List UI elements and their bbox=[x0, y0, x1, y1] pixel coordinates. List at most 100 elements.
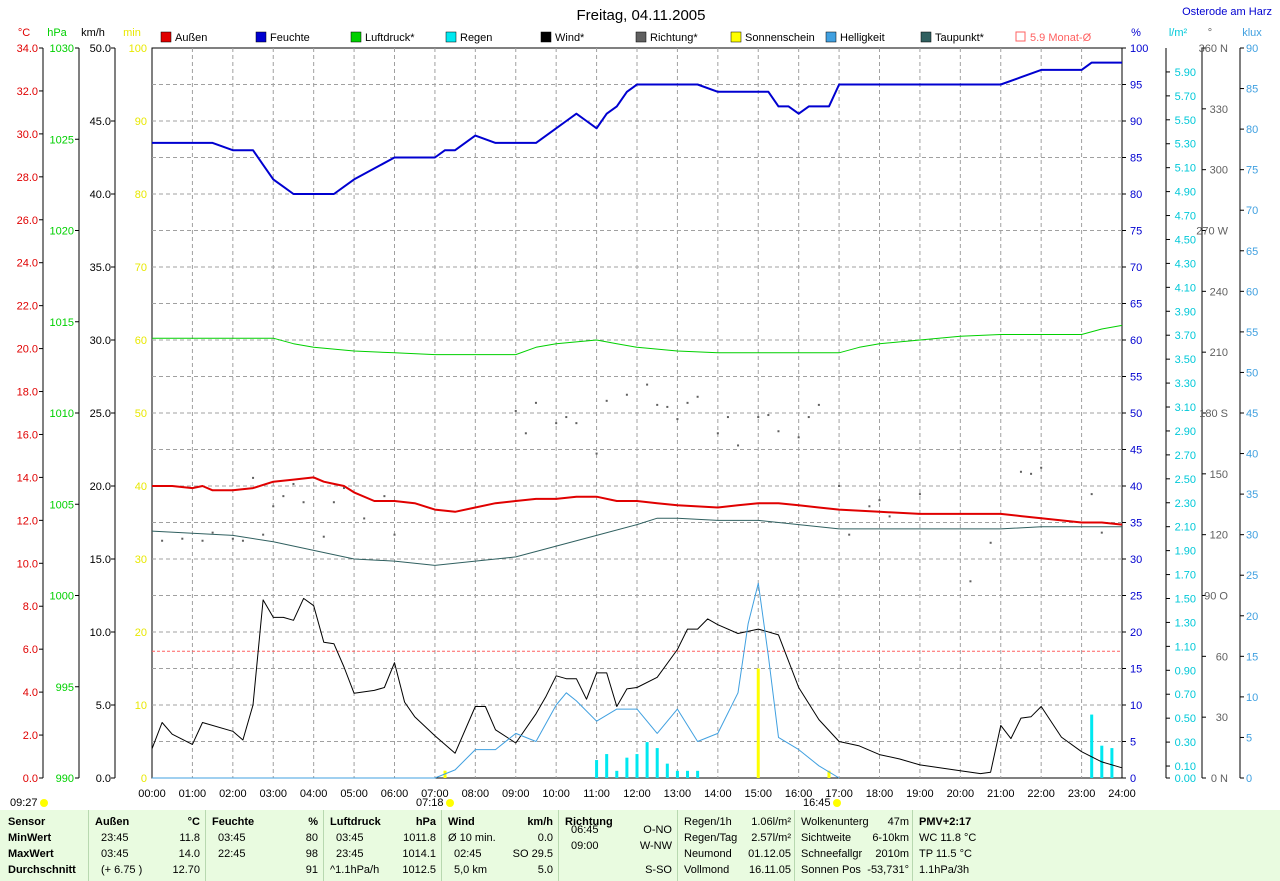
stats-visibility: 6-10km bbox=[872, 832, 909, 844]
stats-temp-avg: 12.70 bbox=[172, 864, 200, 876]
direction-point bbox=[969, 580, 972, 583]
stats-hum-max-time: 22:45 bbox=[218, 848, 246, 860]
legend-label: Außen bbox=[175, 32, 207, 44]
series-line-feuchte bbox=[152, 61, 1122, 195]
direction-axis-tick-label: 210 bbox=[1210, 347, 1228, 359]
temp-axis-tick-label: 0.0 bbox=[23, 773, 38, 785]
direction-point bbox=[363, 517, 366, 520]
direction-point bbox=[292, 482, 295, 485]
x-tick-label: 02:00 bbox=[219, 788, 247, 800]
rain-axis-tick-label: 5.90 bbox=[1175, 67, 1196, 79]
sun-axis-tick-label: 100 bbox=[129, 43, 147, 55]
stats-col-temp: Außen °C 23:45 11.8 03:45 14.0 (+ 6.75 ) 12.… bbox=[88, 810, 206, 881]
stats-press-min-time: 03:45 bbox=[336, 832, 364, 844]
rain-axis-tick-label: 5.50 bbox=[1175, 115, 1196, 127]
x-tick-label: 05:00 bbox=[340, 788, 368, 800]
stats-dir-min: O-NO bbox=[643, 824, 672, 836]
direction-point bbox=[838, 485, 841, 487]
humidity-axis-tick-label: 80 bbox=[1130, 189, 1142, 201]
stats-hum-max: 98 bbox=[305, 848, 318, 860]
temp-axis-tick-label: 24.0 bbox=[17, 258, 38, 270]
brightness-axis-tick-label: 75 bbox=[1246, 165, 1258, 177]
direction-point bbox=[676, 418, 679, 421]
rain-axis-tick-label: 3.30 bbox=[1175, 378, 1196, 390]
rain-axis-tick-label: 2.10 bbox=[1175, 522, 1196, 534]
humidity-axis-tick-label: 30 bbox=[1130, 554, 1142, 566]
direction-point bbox=[1030, 472, 1033, 475]
rain-axis-tick-label: 2.30 bbox=[1175, 498, 1196, 510]
stats-dir-header: Richtung bbox=[565, 816, 613, 828]
humidity-axis-tick-label: 60 bbox=[1130, 335, 1142, 347]
x-tick-label: 22:00 bbox=[1027, 788, 1055, 800]
stats-wind-max: SO 29.5 bbox=[512, 848, 553, 860]
humidity-axis-tick-label: 95 bbox=[1130, 80, 1142, 92]
temp-axis-tick-label: 28.0 bbox=[17, 172, 38, 184]
stats-pmv: PMV+2:17 bbox=[919, 816, 972, 828]
x-tick-label: 00:00 bbox=[138, 788, 166, 800]
stats-temp-header: Außen bbox=[95, 816, 130, 828]
stats-press-max: 1014.1 bbox=[402, 848, 436, 860]
stats-col-rain-moon: Regen/1h 1.06l/m² Regen/Tag 2.57l/m² Neumo… bbox=[677, 810, 795, 881]
sun-bar bbox=[756, 668, 760, 778]
location-label: Osterode am Harz bbox=[1182, 6, 1272, 18]
temp-axis-tick-label: 20.0 bbox=[17, 344, 38, 356]
legend-swatch bbox=[825, 31, 837, 43]
rain-axis-tick-label: 5.30 bbox=[1175, 139, 1196, 151]
legend-label: Luftdruck* bbox=[365, 32, 415, 44]
sun-axis-tick-label: 30 bbox=[135, 554, 147, 566]
sun-axis-tick-label: 50 bbox=[135, 408, 147, 420]
stats-col-direction: Richtung 06:45 O-NO 09:00 W-NW S-SO bbox=[558, 810, 678, 881]
humidity-axis-tick-label: 85 bbox=[1130, 153, 1142, 165]
stats-dir-max: W-NW bbox=[639, 840, 672, 852]
stats-fullmoon-label: Vollmond bbox=[684, 864, 730, 876]
wind-axis-tick-label: 30.0 bbox=[90, 335, 111, 347]
rain-axis-tick-label: 1.10 bbox=[1175, 641, 1196, 653]
direction-point bbox=[201, 539, 204, 542]
stats-pressure-trend: 1.1hPa/3h bbox=[919, 864, 970, 876]
stats-wind-avg10: 0.0 bbox=[537, 832, 553, 844]
stats-snowline-label: Schneefallgr bbox=[801, 848, 863, 860]
legend-label: Helligkeit bbox=[840, 32, 885, 44]
rain-axis-tick-label: 1.50 bbox=[1175, 593, 1196, 605]
direction-point bbox=[181, 537, 184, 540]
rain-bar bbox=[696, 770, 700, 778]
direction-point bbox=[262, 533, 265, 536]
legend-swatch bbox=[635, 31, 647, 43]
direction-point bbox=[797, 436, 800, 439]
direction-point bbox=[767, 414, 770, 417]
stats-press-avg: 1012.5 bbox=[402, 864, 436, 876]
direction-axis-unit: ° bbox=[1208, 27, 1212, 39]
x-tick-label: 15:00 bbox=[744, 788, 772, 800]
temp-axis-tick-label: 32.0 bbox=[17, 86, 38, 98]
x-tick-label: 19:00 bbox=[906, 788, 934, 800]
direction-point bbox=[575, 422, 578, 425]
sun-bar bbox=[827, 770, 831, 778]
stats-col-wind: Wind km/h Ø 10 min. 0.0 02:45 SO 29.5 5,0 k… bbox=[441, 810, 559, 881]
rain-bar bbox=[645, 742, 649, 778]
wind-axis-tick-label: 5.0 bbox=[96, 700, 111, 712]
rain-axis-tick-label: 3.10 bbox=[1175, 402, 1196, 414]
brightness-axis-unit: klux bbox=[1242, 27, 1262, 39]
humidity-axis-tick-label: 35 bbox=[1130, 518, 1142, 530]
direction-point bbox=[726, 416, 729, 419]
direction-point bbox=[989, 541, 992, 544]
stats-hum-min: 80 bbox=[305, 832, 318, 844]
direction-axis-tick-label: 330 bbox=[1210, 104, 1228, 116]
rain-axis-tick-label: 1.70 bbox=[1175, 570, 1196, 582]
direction-point bbox=[252, 476, 255, 479]
stats-rain1h: 1.06l/m² bbox=[751, 816, 791, 828]
pressure-axis-tick-label: 1030 bbox=[50, 43, 74, 55]
stats-cloudbase: 47m bbox=[887, 816, 909, 828]
direction-point bbox=[656, 403, 659, 406]
direction-point bbox=[646, 383, 649, 386]
x-tick-label: 23:00 bbox=[1068, 788, 1096, 800]
stats-rain1h-label: Regen/1h bbox=[684, 816, 732, 828]
x-tick-label: 10:00 bbox=[542, 788, 570, 800]
stats-press-max-time: 23:45 bbox=[336, 848, 364, 860]
brightness-axis-tick-label: 25 bbox=[1246, 570, 1258, 582]
pressure-axis-tick-label: 1010 bbox=[50, 408, 74, 420]
direction-point bbox=[737, 444, 740, 447]
sun-axis-tick-label: 0 bbox=[141, 773, 147, 785]
sun-axis-unit: min bbox=[123, 27, 141, 39]
stats-hum-header: Feuchte bbox=[212, 816, 255, 828]
